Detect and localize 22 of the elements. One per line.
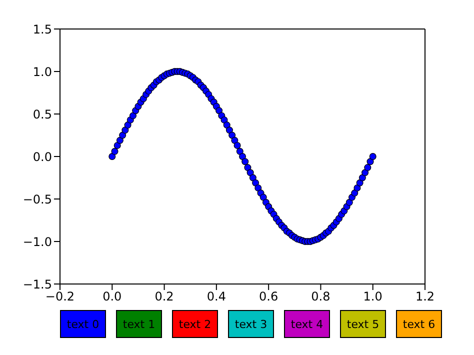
label-box: text 6 xyxy=(396,310,442,338)
x-tick-label: 0.8 xyxy=(311,290,330,304)
y-tick-label: 1.5 xyxy=(32,22,52,36)
x-tick-label: 0.6 xyxy=(259,290,278,304)
y-tick-label: 0.0 xyxy=(32,150,52,164)
x-tick-label: 1.2 xyxy=(415,290,435,304)
label-box: text 3 xyxy=(228,310,274,338)
x-tick-label: 0.4 xyxy=(206,290,226,304)
y-tick-label: 0.5 xyxy=(32,107,52,122)
x-tick-label: 0.0 xyxy=(102,290,122,304)
x-tick-label: −0.2 xyxy=(45,290,75,304)
y-tick-label: −1.5 xyxy=(22,277,52,292)
y-tick-label: 1.0 xyxy=(32,64,52,79)
label-box: text 2 xyxy=(172,310,218,338)
label-box: text 5 xyxy=(340,310,386,338)
label-box: text 4 xyxy=(284,310,330,338)
x-tick-label: 0.2 xyxy=(154,290,174,304)
label-box: text 0 xyxy=(60,310,106,338)
x-tick-label: 1.0 xyxy=(363,290,382,304)
y-tick-label: −0.5 xyxy=(22,192,52,206)
label-box: text 1 xyxy=(116,310,162,338)
y-tick-label: −1.0 xyxy=(22,234,52,249)
